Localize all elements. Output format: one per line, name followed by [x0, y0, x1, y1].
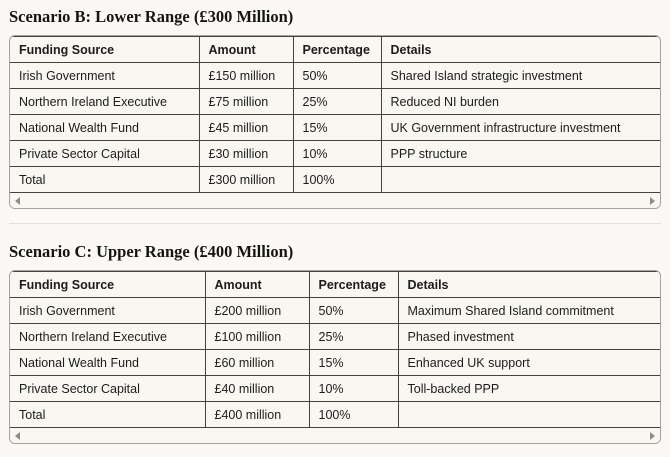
scenario-c-title: Scenario C: Upper Range (£400 Million)	[9, 242, 294, 261]
column-header: Amount	[204, 271, 310, 298]
table-cell: 15%	[308, 349, 399, 376]
table-cell: £45 million	[198, 114, 294, 141]
table-cell: Irish Government	[10, 297, 206, 324]
scenario-b-horizontal-scrollbar[interactable]	[10, 193, 660, 208]
table-cell: National Wealth Fund	[10, 114, 200, 141]
table-cell: Total	[10, 401, 206, 428]
scenario-b-funding-table: Funding Source Amount Percentage Details Iri…	[10, 36, 660, 193]
table-cell: Shared Island strategic investment	[380, 62, 660, 89]
table-row: Private Sector Capital £30 million 10% PPP …	[10, 140, 660, 167]
table-cell: £60 million	[204, 349, 310, 376]
table-cell: £30 million	[198, 140, 294, 167]
funding-scenarios-page: Scenario B: Lower Range (£300 Million) F…	[9, 7, 661, 444]
table-row: Irish Government £150 million 50% Shared Is…	[10, 62, 660, 89]
header-row: Funding Source Amount Percentage Details	[10, 271, 660, 298]
scenario-b-table-scroll-area[interactable]: Funding Source Amount Percentage Details Iri…	[10, 36, 660, 193]
scroll-left-icon[interactable]	[15, 196, 20, 205]
table-row: Total £400 million 100%	[10, 401, 660, 428]
table-cell: PPP structure	[380, 140, 660, 167]
table-cell	[380, 166, 660, 193]
table-cell: 10%	[292, 140, 382, 167]
section-divider	[9, 223, 661, 224]
scenario-b-title: Scenario B: Lower Range (£300 Million)	[9, 7, 294, 26]
table-row: Private Sector Capital £40 million 10% Toll…	[10, 375, 660, 402]
table-row: Total £300 million 100%	[10, 166, 660, 193]
column-header: Percentage	[308, 271, 399, 298]
table-cell: National Wealth Fund	[10, 349, 206, 376]
table-cell: 50%	[292, 62, 382, 89]
scenario-c-funding-table: Funding Source Amount Percentage Details Iri…	[10, 271, 660, 428]
table-cell: 100%	[292, 166, 382, 193]
table-cell: Maximum Shared Island commitment	[397, 297, 660, 324]
scenario-c-table-scroll-area[interactable]: Funding Source Amount Percentage Details Iri…	[10, 271, 660, 428]
table-cell: £40 million	[204, 375, 310, 402]
column-header: Details	[397, 271, 660, 298]
table-row: Irish Government £200 million 50% Maximum S…	[10, 297, 660, 324]
table-cell: 50%	[308, 297, 399, 324]
column-header: Funding Source	[10, 36, 200, 63]
table-cell: £100 million	[204, 323, 310, 350]
table-cell: 25%	[292, 88, 382, 115]
table-cell: Reduced NI burden	[380, 88, 660, 115]
table-cell: Private Sector Capital	[10, 375, 206, 402]
table-cell: Phased investment	[397, 323, 660, 350]
table-cell	[397, 401, 660, 428]
table-cell: UK Government infrastructure investment	[380, 114, 660, 141]
table-cell: Private Sector Capital	[10, 140, 200, 167]
table-cell: Northern Ireland Executive	[10, 88, 200, 115]
column-header: Funding Source	[10, 271, 206, 298]
table-cell: 100%	[308, 401, 399, 428]
scenario-b-section: Scenario B: Lower Range (£300 Million) F…	[9, 7, 661, 209]
table-row: Northern Ireland Executive £100 million 25…	[10, 323, 660, 350]
table-cell: 25%	[308, 323, 399, 350]
table-cell: Irish Government	[10, 62, 200, 89]
table-cell: £400 million	[204, 401, 310, 428]
header-row: Funding Source Amount Percentage Details	[10, 36, 660, 63]
table-cell: £150 million	[198, 62, 294, 89]
table-cell: Enhanced UK support	[397, 349, 660, 376]
table-cell: 10%	[308, 375, 399, 402]
scenario-c-table-card: Funding Source Amount Percentage Details Iri…	[9, 270, 661, 444]
table-cell: Total	[10, 166, 200, 193]
scenario-c-horizontal-scrollbar[interactable]	[10, 428, 660, 443]
table-cell: Northern Ireland Executive	[10, 323, 206, 350]
table-cell: £300 million	[198, 166, 294, 193]
scenario-b-table-card: Funding Source Amount Percentage Details Iri…	[9, 35, 661, 209]
column-header: Amount	[198, 36, 294, 63]
table-row: National Wealth Fund £45 million 15% UK Gov…	[10, 114, 660, 141]
table-row: National Wealth Fund £60 million 15% Enhanc…	[10, 349, 660, 376]
scroll-right-icon[interactable]	[650, 431, 655, 440]
table-cell: Toll-backed PPP	[397, 375, 660, 402]
table-cell: £75 million	[198, 88, 294, 115]
scroll-left-icon[interactable]	[15, 431, 20, 440]
table-cell: £200 million	[204, 297, 310, 324]
table-cell: 15%	[292, 114, 382, 141]
scroll-right-icon[interactable]	[650, 196, 655, 205]
scenario-c-section: Scenario C: Upper Range (£400 Million) F…	[9, 242, 661, 444]
column-header: Details	[380, 36, 660, 63]
column-header: Percentage	[292, 36, 382, 63]
table-row: Northern Ireland Executive £75 million 25%…	[10, 88, 660, 115]
